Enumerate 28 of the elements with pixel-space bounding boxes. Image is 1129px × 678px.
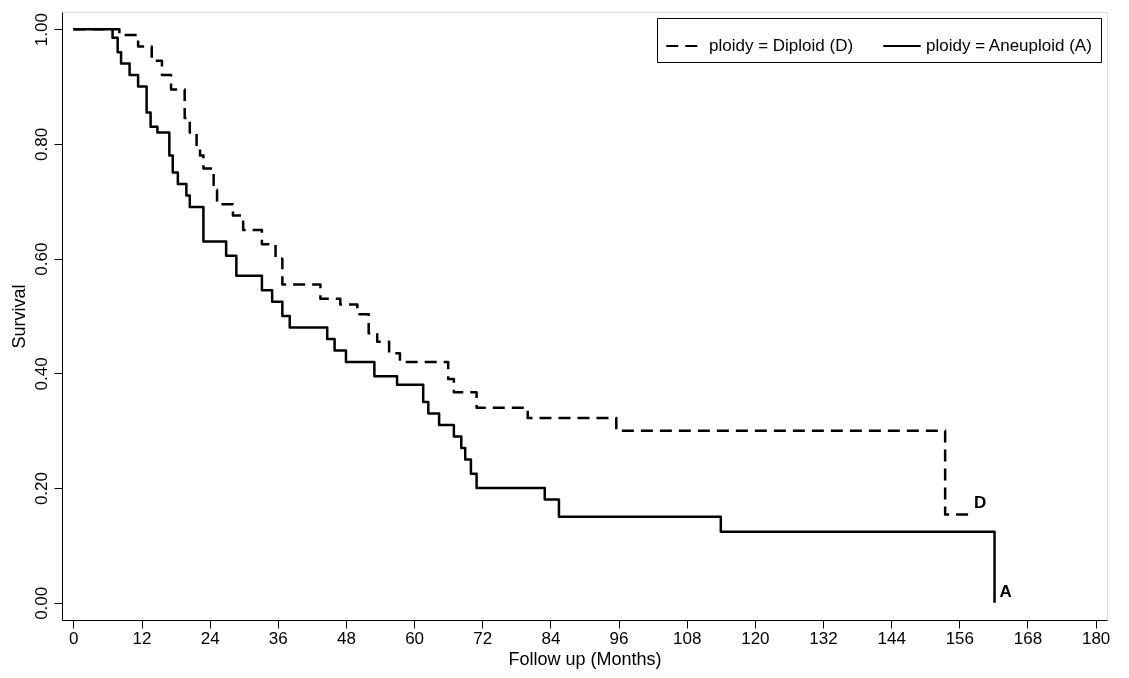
x-tick-label: 168 [1013, 628, 1043, 648]
y-tick-label: 0.00 [31, 586, 51, 620]
x-tick-label: 48 [337, 628, 356, 648]
x-tick-label: 84 [541, 628, 561, 648]
annotation: A [999, 581, 1012, 601]
x-tick-label: 156 [945, 628, 975, 648]
x-tick-label: 180 [1081, 628, 1111, 648]
x-tick-label: 0 [69, 628, 79, 648]
y-tick-label: 0.20 [31, 472, 51, 506]
x-tick-label: 108 [673, 628, 702, 648]
x-tick-label: 12 [132, 628, 152, 648]
x-tick-label: 96 [609, 628, 629, 648]
y-tick-label: 0.80 [31, 127, 51, 161]
legend-label: ploidy = Aneuploid (A) [926, 36, 1092, 55]
x-tick-label: 132 [809, 628, 838, 648]
x-tick-label: 120 [741, 628, 770, 648]
x-tick-label: 72 [473, 628, 493, 648]
x-tick-label: 24 [200, 628, 220, 648]
legend-label: ploidy = Diploid (D) [709, 36, 854, 55]
x-tick-label: 60 [405, 628, 425, 648]
y-axis-title: Survival [8, 284, 29, 349]
x-tick-label: 144 [877, 628, 906, 648]
y-tick-label: 0.60 [31, 242, 51, 276]
y-tick-label: 1.00 [31, 13, 51, 47]
x-axis-title: Follow up (Months) [508, 648, 662, 669]
y-tick-label: 0.40 [31, 357, 51, 391]
x-tick-label: 36 [268, 628, 288, 648]
annotation: D [973, 493, 987, 513]
